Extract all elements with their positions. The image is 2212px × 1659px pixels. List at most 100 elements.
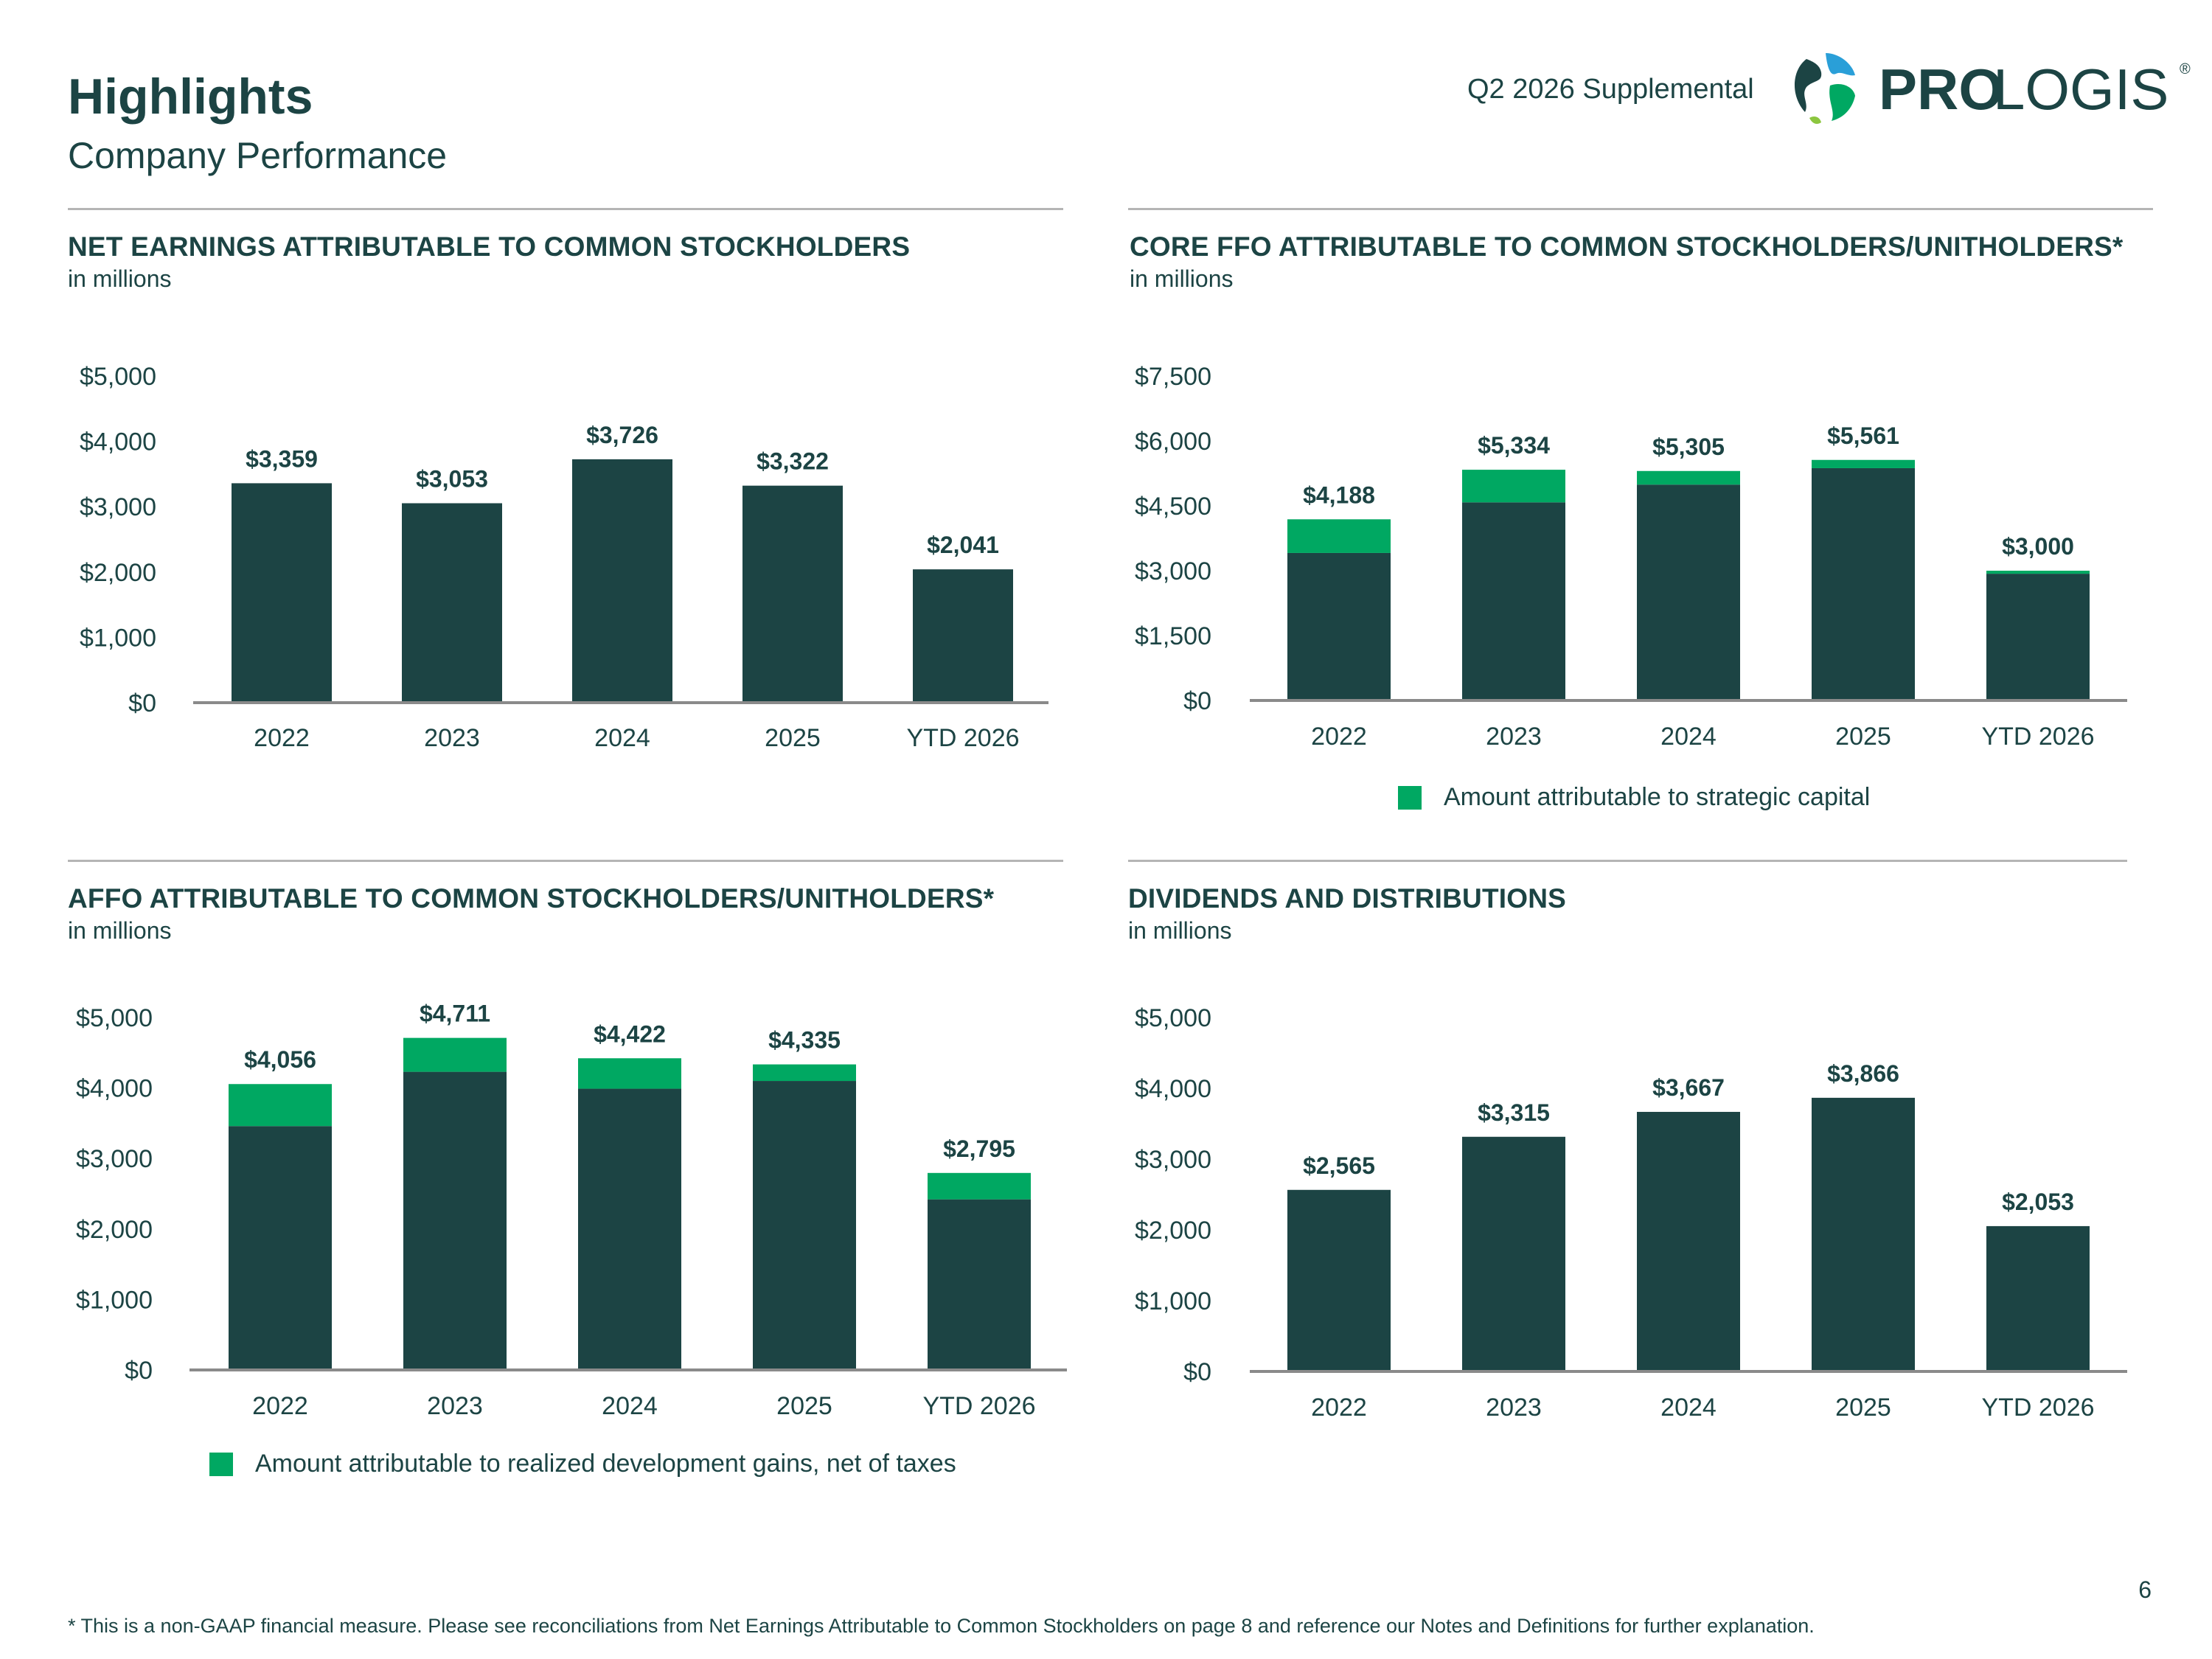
net-earnings-data-label-2023: $3,053 bbox=[416, 466, 488, 493]
core-ffo-xtick-2024: 2024 bbox=[1660, 723, 1717, 751]
dividends-bar-2025 bbox=[1812, 1097, 1915, 1371]
dividends-xtick-2022: 2022 bbox=[1311, 1394, 1367, 1422]
affo-bar-2025-accent bbox=[753, 1064, 856, 1082]
core-ffo-bar-2025-base bbox=[1812, 467, 1915, 700]
core-ffo-bar-2023-accent bbox=[1462, 470, 1565, 503]
net-earnings-subtitle: in millions bbox=[68, 265, 172, 292]
prologis-logo: PRO LOGIS ® bbox=[1789, 53, 2191, 124]
net-earnings-bar-2023 bbox=[402, 503, 502, 703]
affo-xtick-2025: 2025 bbox=[776, 1392, 832, 1420]
affo-bar-2025-base bbox=[753, 1081, 856, 1370]
dividends-data-label-2025: $3,866 bbox=[1827, 1060, 1899, 1087]
net-earnings-data-label-2024: $3,726 bbox=[586, 422, 658, 448]
net-earnings-ytick-0: $0 bbox=[128, 689, 156, 717]
net-earnings-data-label-2025: $3,322 bbox=[757, 448, 829, 475]
affo-xtick-2023: 2023 bbox=[427, 1392, 483, 1420]
net-earnings-ytick-5-000: $5,000 bbox=[80, 363, 156, 391]
net-earnings-xtick-2024: 2024 bbox=[594, 724, 650, 752]
dividends-bar-2024 bbox=[1637, 1111, 1740, 1371]
affo-bar-2022-base bbox=[229, 1126, 332, 1370]
net-earnings-xtick-2023: 2023 bbox=[424, 724, 480, 752]
core-ffo-ytick-3-000: $3,000 bbox=[1135, 557, 1211, 585]
core-ffo-bar-2022-base bbox=[1287, 552, 1391, 700]
affo-ytick-5-000: $5,000 bbox=[76, 1004, 153, 1032]
globe-icon bbox=[1789, 53, 1857, 124]
dividends-ytick-0: $0 bbox=[1183, 1358, 1211, 1386]
logo-registered-mark: ® bbox=[2180, 61, 2191, 77]
core-ffo-data-label-ytd-2026: $3,000 bbox=[2002, 533, 2074, 560]
net-earnings-bar-2025 bbox=[742, 485, 843, 703]
affo-ytick-1-000: $1,000 bbox=[76, 1286, 153, 1314]
dividends-xtick-2024: 2024 bbox=[1660, 1394, 1717, 1422]
legend-label-strategic-capital: Amount attributable to strategic capital bbox=[1444, 783, 1871, 811]
divider-top-right bbox=[1128, 208, 2153, 210]
core-ffo-ytick-0: $0 bbox=[1183, 687, 1211, 715]
dividends-ytick-3-000: $3,000 bbox=[1135, 1146, 1211, 1174]
legend-swatch-strategic-capital bbox=[1398, 785, 1422, 810]
core-ffo-bar-ytd-2026-base bbox=[1986, 574, 2090, 700]
affo-bar-2024-accent bbox=[578, 1058, 681, 1089]
core-ffo-bar-2025-accent bbox=[1812, 459, 1915, 468]
affo-bar-ytd-2026-accent bbox=[928, 1172, 1031, 1200]
core-ffo-xtick-ytd-2026: YTD 2026 bbox=[1981, 723, 2094, 751]
page-subtitle: Company Performance bbox=[68, 135, 448, 176]
core-ffo-bar-ytd-2026-accent bbox=[1986, 571, 2090, 574]
dividends-data-label-ytd-2026: $2,053 bbox=[2002, 1189, 2074, 1215]
affo-ytick-4-000: $4,000 bbox=[76, 1075, 153, 1103]
core-ffo-ytick-4-500: $4,500 bbox=[1135, 493, 1211, 521]
dividends-ytick-4-000: $4,000 bbox=[1135, 1075, 1211, 1103]
affo-bar-2022-accent bbox=[229, 1084, 332, 1127]
affo-bar-ytd-2026-base bbox=[928, 1199, 1031, 1370]
net-earnings-ytick-2-000: $2,000 bbox=[80, 559, 156, 587]
core-ffo-xtick-2023: 2023 bbox=[1486, 723, 1542, 751]
net-earnings-data-label-2022: $3,359 bbox=[246, 445, 318, 472]
footnote: * This is a non-GAAP financial measure. … bbox=[68, 1615, 1815, 1637]
dividends-bar-2023 bbox=[1462, 1136, 1565, 1371]
core-ffo-bar-2024-accent bbox=[1637, 470, 1740, 485]
core-ffo-xtick-2025: 2025 bbox=[1835, 723, 1891, 751]
core-ffo-bar-2022-accent bbox=[1287, 519, 1391, 553]
affo-ytick-2-000: $2,000 bbox=[76, 1216, 153, 1244]
legend-swatch-development-gains bbox=[209, 1452, 233, 1476]
dividends-data-label-2022: $2,565 bbox=[1303, 1152, 1375, 1179]
net-earnings-xtick-2022: 2022 bbox=[254, 724, 310, 752]
divider-top-left bbox=[68, 208, 1063, 210]
affo-xtick-2022: 2022 bbox=[252, 1392, 308, 1420]
affo-data-label-2023: $4,711 bbox=[420, 1001, 490, 1027]
net-earnings-ytick-4-000: $4,000 bbox=[80, 428, 156, 456]
legend-label-development-gains: Amount attributable to realized developm… bbox=[255, 1450, 956, 1478]
dividends-xtick-2023: 2023 bbox=[1486, 1394, 1542, 1422]
core-ffo-bar-2023-base bbox=[1462, 502, 1565, 700]
affo-bar-2023-base bbox=[403, 1071, 507, 1370]
dividends-data-label-2024: $3,667 bbox=[1652, 1074, 1725, 1101]
affo-subtitle: in millions bbox=[68, 917, 172, 944]
divider-bottom-right bbox=[1128, 860, 2127, 862]
core-ffo-xtick-2022: 2022 bbox=[1311, 723, 1367, 751]
net-earnings-data-label-ytd-2026: $2,041 bbox=[927, 532, 999, 558]
net-earnings-bar-2024 bbox=[572, 459, 672, 703]
net-earnings-bar-ytd-2026 bbox=[913, 569, 1013, 703]
report-label: Q2 2026 Supplemental bbox=[1467, 74, 1754, 105]
dividends-xtick-ytd-2026: YTD 2026 bbox=[1981, 1394, 2094, 1422]
affo-bar-2023-accent bbox=[403, 1037, 507, 1072]
dividends-subtitle: in millions bbox=[1128, 917, 1232, 944]
divider-bottom-left bbox=[68, 860, 1063, 862]
core-ffo-ytick-6-000: $6,000 bbox=[1135, 428, 1211, 456]
affo-bar-2024-base bbox=[578, 1088, 681, 1370]
affo-data-label-ytd-2026: $2,795 bbox=[943, 1135, 1015, 1162]
core-ffo-data-label-2022: $4,188 bbox=[1303, 481, 1375, 508]
dividends-data-label-2023: $3,315 bbox=[1478, 1099, 1550, 1126]
logo-text-light: LOGIS bbox=[1993, 57, 2168, 122]
core-ffo-ytick-7-500: $7,500 bbox=[1135, 363, 1211, 391]
affo-title: AFFO ATTRIBUTABLE TO COMMON STOCKHOLDERS… bbox=[68, 883, 995, 914]
net-earnings-ytick-3-000: $3,000 bbox=[80, 493, 156, 521]
page-title: Highlights bbox=[68, 69, 313, 125]
net-earnings-ytick-1-000: $1,000 bbox=[80, 624, 156, 652]
affo-ytick-0: $0 bbox=[125, 1357, 153, 1385]
core-ffo-subtitle: in millions bbox=[1130, 265, 1234, 292]
dividends-xtick-2025: 2025 bbox=[1835, 1394, 1891, 1422]
affo-xtick-ytd-2026: YTD 2026 bbox=[922, 1392, 1035, 1420]
dividends-ytick-5-000: $5,000 bbox=[1135, 1004, 1211, 1032]
affo-data-label-2024: $4,422 bbox=[594, 1020, 666, 1047]
net-earnings-xtick-ytd-2026: YTD 2026 bbox=[906, 724, 1019, 752]
